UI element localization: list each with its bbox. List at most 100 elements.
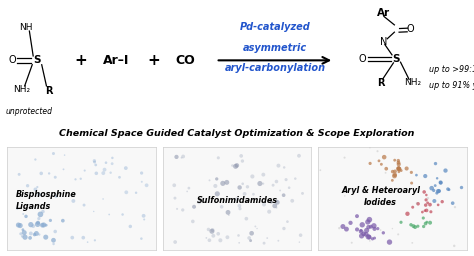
Point <box>449 201 456 205</box>
Point <box>378 162 385 166</box>
Point <box>26 236 34 240</box>
Text: Pd-catalyzed: Pd-catalyzed <box>239 23 310 33</box>
Point <box>127 224 134 228</box>
Point <box>32 157 39 162</box>
Point <box>27 222 35 227</box>
Point <box>35 217 43 221</box>
Point <box>109 156 116 160</box>
Point <box>27 231 35 236</box>
Point <box>235 233 242 238</box>
Text: Ar–I: Ar–I <box>103 54 129 67</box>
Point <box>260 202 268 207</box>
Point <box>50 238 57 242</box>
Point <box>368 199 376 203</box>
Point <box>365 225 372 229</box>
Point <box>40 223 47 227</box>
Point <box>297 233 304 237</box>
Point <box>17 223 24 228</box>
Point <box>375 159 383 163</box>
Point <box>189 219 197 223</box>
Text: S: S <box>392 54 400 63</box>
Point <box>233 197 241 201</box>
Point <box>206 178 213 182</box>
Point <box>408 181 415 185</box>
Point <box>248 231 255 235</box>
Point <box>236 204 243 208</box>
Point <box>382 171 389 175</box>
Point <box>433 176 441 180</box>
Point <box>383 167 390 171</box>
Point <box>363 228 371 232</box>
Text: Chemical Space Guided Catalyst Optimization & Scope Exploration: Chemical Space Guided Catalyst Optimizat… <box>59 129 415 138</box>
Point <box>248 174 256 178</box>
Point <box>276 188 284 193</box>
Point <box>365 218 373 222</box>
Point <box>224 210 232 215</box>
Point <box>403 166 410 170</box>
Point <box>72 177 79 182</box>
Point <box>397 168 405 173</box>
Point <box>404 212 411 216</box>
Point <box>36 212 44 216</box>
Point <box>210 234 217 238</box>
Point <box>414 202 422 206</box>
Point <box>274 239 282 243</box>
Point <box>353 214 361 218</box>
Point <box>219 181 227 185</box>
Point <box>232 164 239 168</box>
Point <box>42 223 50 227</box>
Point <box>138 171 146 175</box>
Point <box>434 203 442 207</box>
Point <box>347 221 355 225</box>
Point <box>81 168 89 173</box>
Point <box>394 232 402 237</box>
Point <box>401 190 409 194</box>
Point <box>281 165 288 169</box>
Point <box>223 180 230 184</box>
Point <box>430 199 438 203</box>
Point <box>419 216 427 220</box>
Point <box>61 153 68 157</box>
Point <box>451 205 459 209</box>
Point <box>395 170 402 174</box>
Text: NH₂: NH₂ <box>404 78 421 87</box>
Point <box>19 212 27 216</box>
Point <box>285 186 293 190</box>
Text: +: + <box>74 53 87 68</box>
Point <box>171 183 178 187</box>
Point <box>364 220 372 224</box>
Point <box>105 212 113 217</box>
Point <box>101 168 109 172</box>
Point <box>239 182 246 186</box>
Point <box>426 202 434 207</box>
Point <box>283 220 291 224</box>
Point <box>92 163 100 167</box>
Point <box>430 188 438 193</box>
Point <box>179 208 187 212</box>
Text: $\bf{R}$: $\bf{R}$ <box>45 84 55 95</box>
Point <box>422 221 429 226</box>
Point <box>15 223 22 227</box>
Point <box>178 156 185 160</box>
Point <box>237 154 245 158</box>
Point <box>119 212 127 217</box>
Point <box>60 167 67 171</box>
Point <box>137 237 145 241</box>
Point <box>394 158 402 163</box>
Point <box>423 208 430 212</box>
Point <box>34 221 42 225</box>
Point <box>18 234 26 238</box>
Point <box>431 184 439 188</box>
Point <box>243 217 250 221</box>
Point <box>236 241 243 245</box>
Point <box>422 193 430 197</box>
Point <box>217 238 224 242</box>
Point <box>80 203 88 207</box>
Point <box>68 236 76 240</box>
Text: up to >99:1 er: up to >99:1 er <box>429 65 474 74</box>
Point <box>208 229 216 233</box>
Point <box>395 161 402 165</box>
Point <box>52 175 59 179</box>
Point <box>280 227 288 231</box>
Point <box>21 235 29 239</box>
